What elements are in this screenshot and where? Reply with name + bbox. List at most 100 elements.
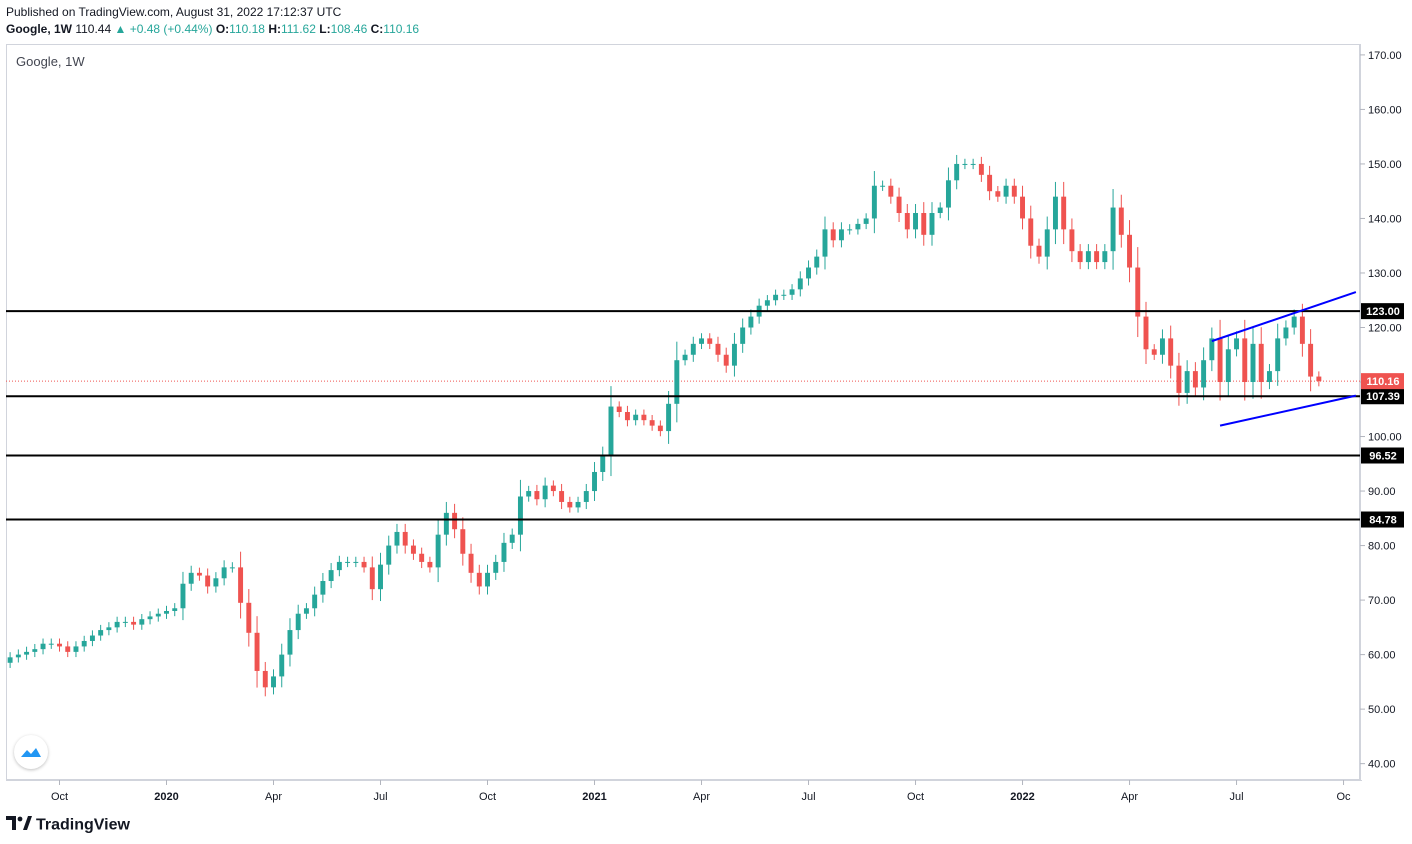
candle-up [98, 630, 104, 636]
candle-down [616, 406, 622, 412]
candle-up [929, 213, 935, 235]
candle-up [740, 327, 746, 344]
candle-up [1201, 360, 1207, 388]
high-label: H: [268, 22, 281, 36]
close-value: 110.16 [383, 22, 420, 36]
close-label: C: [370, 22, 384, 36]
x-tick-label: Oc [1337, 791, 1352, 803]
candle-up [1052, 196, 1058, 230]
candle-down [1299, 316, 1305, 344]
candle-up [690, 343, 696, 355]
level-123-tag [1361, 303, 1404, 320]
candle-up [731, 343, 737, 366]
low-value: 108.46 [330, 22, 368, 36]
candle-down [657, 425, 663, 432]
candle-up [114, 621, 120, 628]
candle-up [583, 491, 589, 502]
footer-brand[interactable]: TradingView [6, 816, 130, 835]
candle-up [287, 630, 293, 655]
y-tick-label: 50.00 [1368, 704, 1396, 716]
candle-down [888, 185, 894, 197]
candle-down [1143, 316, 1149, 350]
candle-down [559, 491, 565, 502]
candle-up [633, 414, 639, 421]
candle-up [822, 229, 828, 257]
y-tick-label: 60.00 [1368, 650, 1396, 662]
candle-up [814, 256, 820, 268]
last-price-label: 110.16 [1366, 376, 1399, 388]
candle-down [361, 561, 367, 568]
x-tick-label: Jul [801, 791, 815, 803]
legend-row: Google, 1W 110.44 ▲ +0.48 (+0.44%) O:110… [6, 22, 419, 36]
candle-down [460, 529, 466, 554]
candle-up [542, 485, 548, 500]
candle-up [1003, 185, 1009, 197]
candle-up [73, 646, 79, 652]
candle-up [970, 163, 976, 165]
candle-up [699, 338, 704, 344]
price-axis-border [1360, 44, 1361, 780]
candle-down [402, 531, 408, 546]
candle-up [147, 616, 153, 620]
x-tick-label: 2022 [1010, 791, 1034, 803]
candle-up [1184, 371, 1190, 393]
candle-down [1135, 267, 1141, 317]
candle-up [32, 649, 38, 652]
candle-up [855, 223, 861, 230]
y-tick-label: 120.00 [1368, 322, 1402, 334]
symbol-label[interactable]: Google, 1W [6, 22, 72, 36]
candle-up [89, 635, 95, 641]
x-tick-label: 2021 [582, 791, 606, 803]
open-value: 110.18 [229, 22, 265, 36]
candle-up [435, 534, 441, 568]
candle-up [336, 561, 342, 571]
candle-up [806, 267, 811, 279]
candle-up [509, 534, 515, 543]
candle-down [1258, 343, 1264, 383]
chart-pane[interactable] [6, 44, 1360, 780]
x-tick-label: Oct [51, 791, 68, 803]
x-tick-label: 2020 [154, 791, 178, 803]
candle-down [419, 553, 425, 562]
candle-up [608, 406, 614, 456]
candle-down [238, 567, 244, 603]
level-107-label: 107.39 [1366, 391, 1400, 403]
channel-lower-line [1219, 394, 1357, 427]
candle-down [1118, 207, 1124, 235]
candle-up [501, 542, 507, 562]
candle-down [246, 602, 252, 633]
candle-up [781, 294, 787, 296]
candle-down [1217, 338, 1223, 383]
candle-down [1020, 196, 1025, 219]
candle-up [666, 403, 672, 432]
candle-down [369, 567, 375, 590]
candle-up [24, 651, 30, 655]
candle-down [131, 621, 137, 625]
candle-up [15, 654, 21, 658]
candle-up [1085, 251, 1091, 263]
candle-up [575, 501, 581, 508]
candle-down [1192, 371, 1198, 388]
candle-down [567, 501, 573, 508]
candle-up [81, 640, 87, 647]
candle-up [164, 610, 169, 614]
candle-down [723, 354, 729, 366]
candle-down [715, 343, 721, 355]
candle-up [7, 657, 13, 663]
candle-up [271, 676, 276, 688]
candle-down [978, 163, 984, 175]
tradingview-badge-icon[interactable] [14, 735, 48, 769]
candle-up [295, 613, 301, 631]
candle-up [229, 567, 235, 569]
x-tick-label: Jul [373, 791, 387, 803]
candle-up [1283, 327, 1289, 339]
candle-up [1102, 251, 1108, 263]
candle-up [188, 572, 194, 584]
candle-up [320, 581, 326, 595]
candle-down [1176, 365, 1182, 393]
candle-up [1250, 343, 1256, 383]
level-123-label: 123.00 [1366, 306, 1400, 318]
candle-up [748, 316, 754, 328]
last-price-tag [1361, 373, 1404, 390]
